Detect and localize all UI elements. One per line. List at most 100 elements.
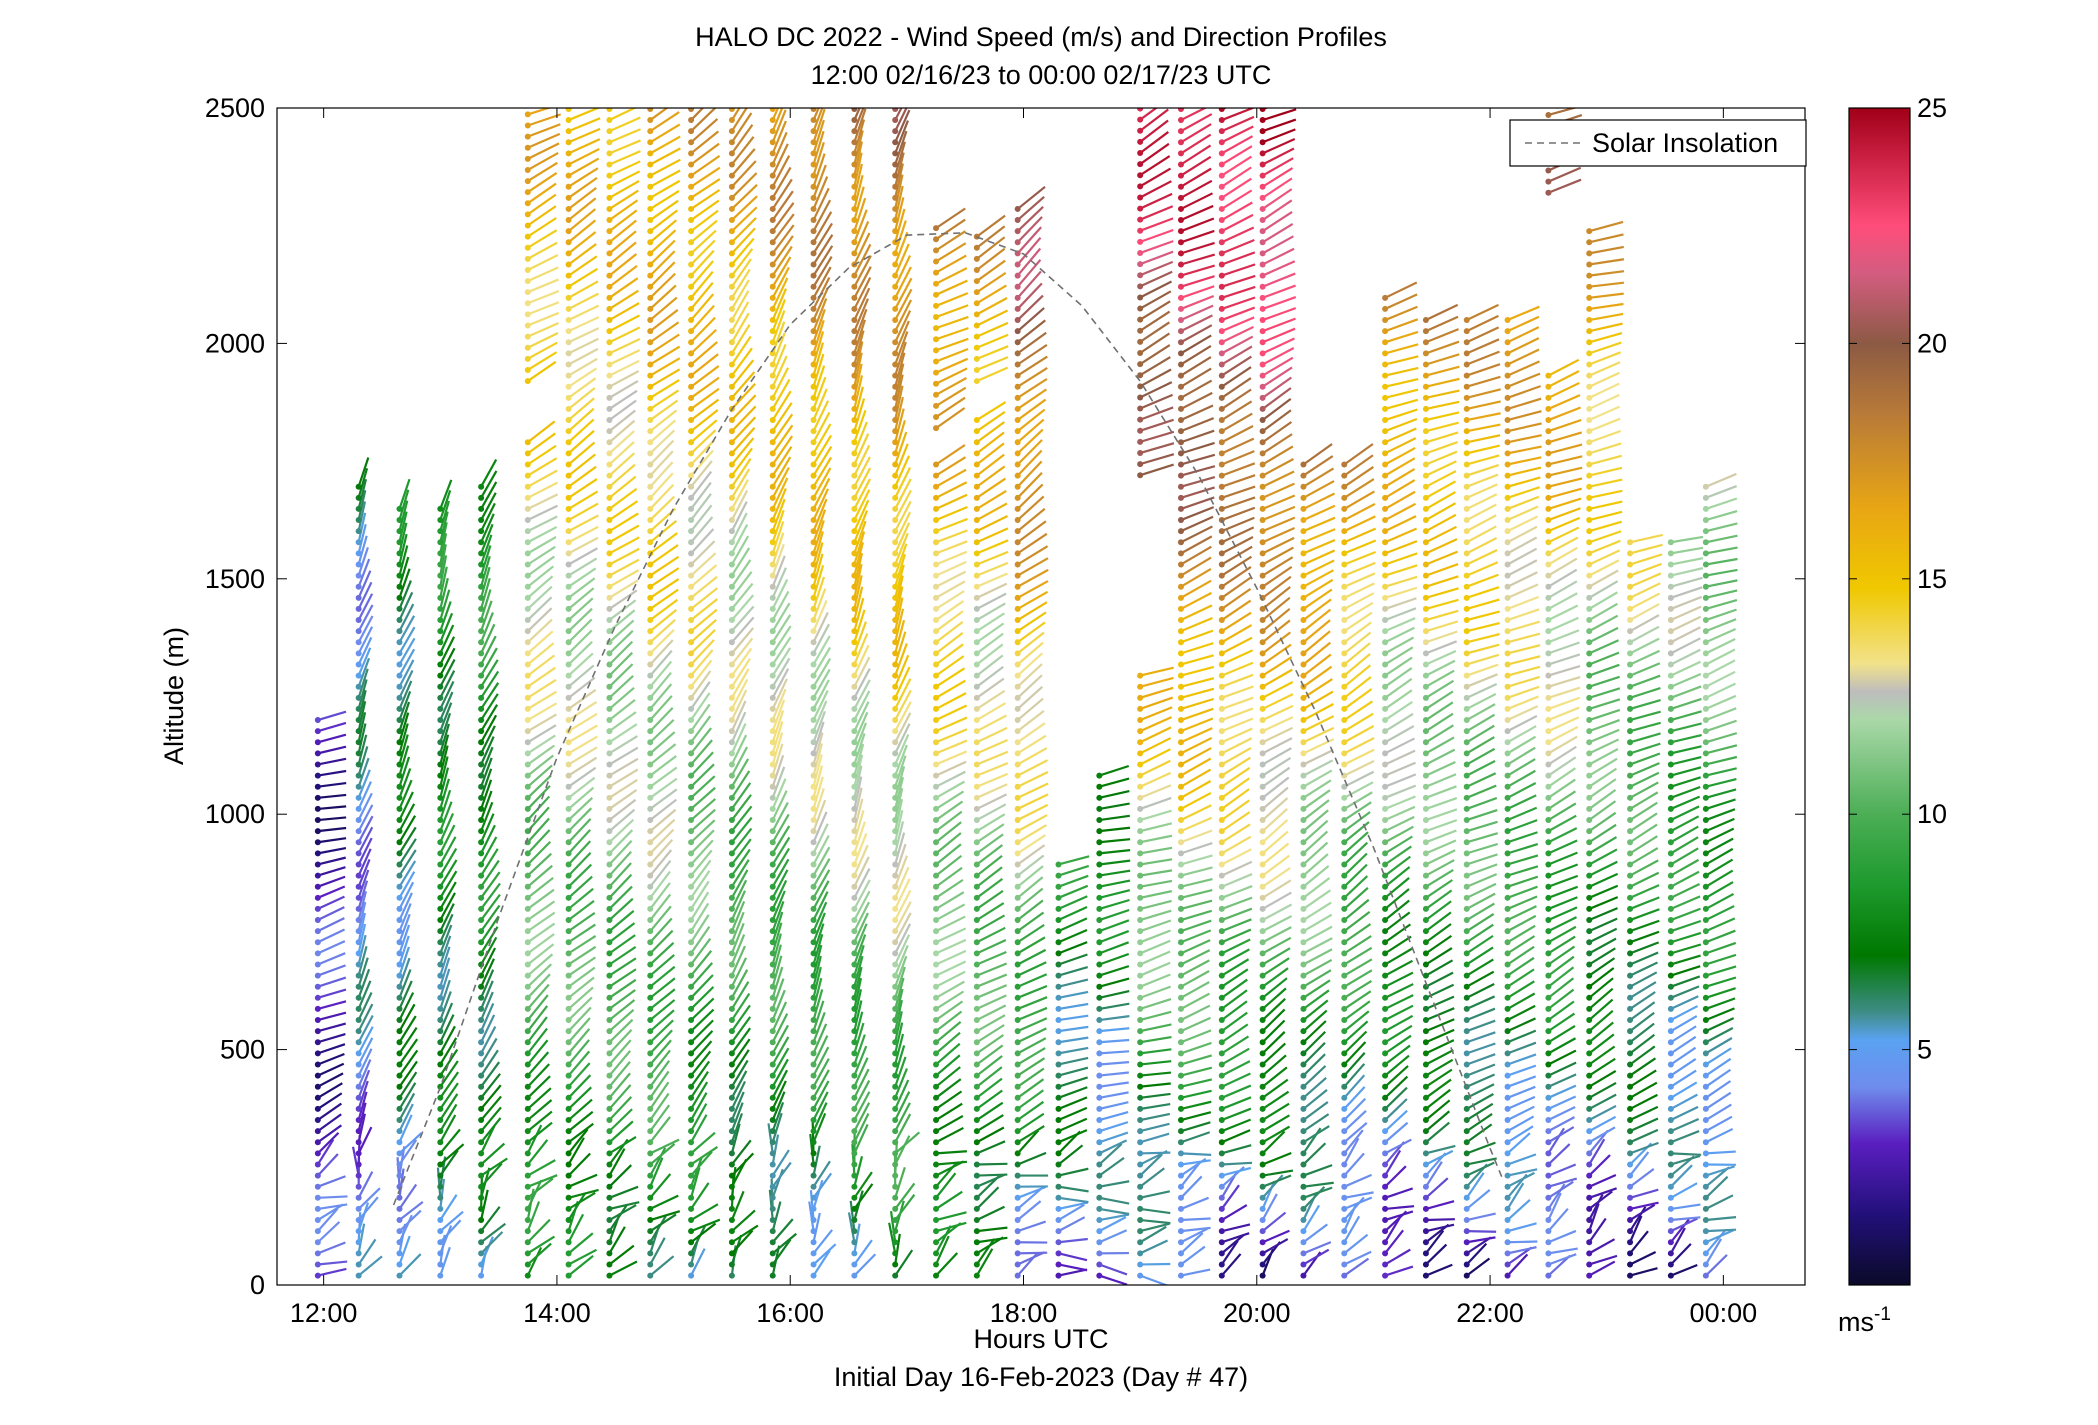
wind-barb <box>398 1253 422 1277</box>
wind-barb <box>894 553 906 588</box>
wind-barb-head <box>1096 1228 1103 1235</box>
wind-barb <box>608 108 614 110</box>
wind-barb <box>439 647 456 677</box>
wind-barb <box>1425 620 1459 633</box>
wind-barb <box>812 846 831 877</box>
wind-barb-head <box>437 905 444 912</box>
wind-barb-head <box>606 539 613 546</box>
wind-barb <box>1262 1174 1292 1188</box>
wind-barb-head <box>647 405 654 412</box>
wind-barb <box>568 712 598 733</box>
wind-barb-head <box>851 317 858 324</box>
wind-barb <box>317 1132 340 1155</box>
wind-barb-head <box>396 928 403 935</box>
wind-barb-head <box>769 528 776 535</box>
wind-barb-head <box>437 772 444 779</box>
wind-barb <box>1425 1068 1453 1088</box>
wind-barb-head <box>688 1072 695 1079</box>
wind-barb <box>1017 984 1048 999</box>
wind-barb-head <box>973 333 980 340</box>
wind-barb-head <box>1218 294 1225 301</box>
wind-barb <box>1384 700 1414 721</box>
wind-barb-head <box>1177 161 1184 168</box>
wind-barb-head <box>728 839 735 846</box>
wind-barb-head <box>396 750 403 757</box>
wind-barb <box>1221 437 1255 455</box>
wind-barb <box>398 615 416 643</box>
wind-barb <box>608 640 634 666</box>
wind-barb <box>1016 206 1044 232</box>
wind-barb <box>1302 748 1334 766</box>
wind-barb <box>935 632 964 655</box>
wind-barb-head <box>1422 750 1429 757</box>
wind-barb <box>1221 624 1253 644</box>
wind-barb-head <box>851 1128 858 1135</box>
wind-barb <box>357 535 368 565</box>
wind-barb <box>1221 377 1252 399</box>
wind-barb <box>731 647 753 677</box>
wind-barb-head <box>396 1250 403 1257</box>
wind-barb-head <box>810 1250 817 1257</box>
wind-barb-head <box>851 761 858 768</box>
wind-barb <box>1302 979 1331 999</box>
wind-barb <box>812 477 831 510</box>
wind-barb <box>1343 582 1375 599</box>
wind-barb-head <box>1422 372 1429 379</box>
wind-barb-head <box>1137 194 1144 201</box>
wind-barb-head <box>973 861 980 868</box>
wind-barb <box>853 220 870 254</box>
wind-barb-head <box>810 1172 817 1179</box>
wind-barb-head <box>688 1250 695 1257</box>
wind-barb <box>1180 144 1212 166</box>
wind-barb-head <box>1014 1005 1021 1012</box>
wind-barb <box>894 643 908 676</box>
wind-barb-head <box>478 1239 485 1246</box>
wind-barb <box>812 164 827 199</box>
wind-barb-head <box>892 1050 899 1057</box>
wind-barb-head <box>1177 1172 1184 1179</box>
wind-barb-head <box>647 861 654 868</box>
wind-barb <box>480 481 498 510</box>
wind-barb-head <box>606 150 613 157</box>
wind-barb-head <box>355 1183 362 1190</box>
wind-barb <box>1343 1010 1370 1032</box>
wind-barb <box>976 515 1009 533</box>
wind-barb-head <box>851 328 858 335</box>
wind-barb-head <box>478 1017 485 1024</box>
wind-barb-head <box>437 683 444 690</box>
wind-barb-head <box>1096 983 1103 990</box>
wind-barb-head <box>1300 928 1307 935</box>
wind-barb <box>480 836 498 866</box>
wind-barb <box>771 108 784 132</box>
wind-barb-head <box>1259 450 1266 457</box>
wind-barb-head <box>1259 628 1266 635</box>
wind-barb <box>730 1059 749 1088</box>
wind-barb <box>567 1232 594 1255</box>
wind-barb-head <box>478 828 485 835</box>
wind-barb-head <box>606 594 613 601</box>
wind-barb-head <box>1177 228 1184 235</box>
wind-barb <box>771 1161 792 1188</box>
wind-barb <box>1099 1081 1129 1088</box>
wind-barb <box>976 1114 1004 1133</box>
wind-barb <box>1384 1014 1414 1033</box>
wind-barb <box>690 763 715 788</box>
wind-barb <box>649 1255 675 1277</box>
wind-barb-head <box>810 617 817 624</box>
wind-barb <box>1221 685 1254 699</box>
wind-barb <box>649 608 678 633</box>
wind-barb-head <box>1177 1094 1184 1101</box>
wind-barb-head <box>769 1083 776 1090</box>
wind-barb-head <box>606 383 613 390</box>
wind-barb-head <box>688 905 695 912</box>
wind-barb <box>1180 229 1215 244</box>
wind-barb-head <box>1259 739 1266 746</box>
wind-barb-head <box>355 1017 362 1024</box>
wind-barb <box>771 413 794 443</box>
wind-barb-head <box>1382 1205 1389 1212</box>
wind-barb <box>1221 425 1254 444</box>
wind-barb-head <box>565 317 572 324</box>
wind-barb <box>1180 1217 1211 1222</box>
wind-barb-head <box>851 561 858 568</box>
wind-barb-head <box>524 144 531 151</box>
